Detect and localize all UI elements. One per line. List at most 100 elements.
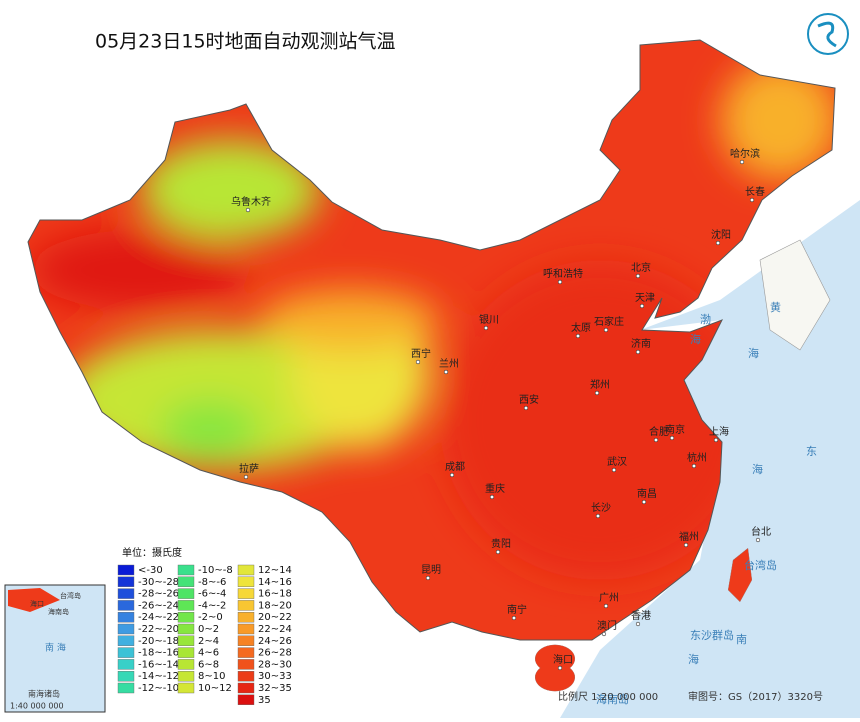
legend-swatch bbox=[177, 564, 195, 576]
sea-label: 海 bbox=[752, 462, 763, 476]
legend-label: 30~33 bbox=[258, 671, 292, 682]
inset-label: 海南岛 bbox=[48, 607, 69, 616]
legend-swatch bbox=[177, 682, 195, 694]
logo bbox=[807, 13, 849, 55]
city-label: 天津 bbox=[635, 292, 655, 304]
city-label: 合肥 bbox=[649, 425, 669, 438]
legend-swatch bbox=[177, 671, 195, 682]
legend-label: -22~-20 bbox=[138, 624, 179, 635]
city-dot bbox=[425, 575, 431, 581]
legend-label: -30~-28 bbox=[138, 577, 179, 588]
legend-swatch bbox=[117, 659, 135, 670]
legend-swatch bbox=[237, 647, 255, 658]
legend-swatch bbox=[237, 623, 255, 635]
legend-label: 24~26 bbox=[258, 636, 292, 647]
city-dot bbox=[639, 303, 645, 309]
sea-label: 东沙群岛 bbox=[690, 628, 734, 642]
inset-title: 南海诸岛 bbox=[28, 689, 60, 699]
legend-swatch bbox=[117, 682, 135, 694]
legend-label: -12~-10 bbox=[138, 683, 179, 694]
city-dot bbox=[635, 621, 641, 627]
city-label: 福州 bbox=[679, 530, 699, 543]
city-label: 郑州 bbox=[590, 378, 610, 391]
legend-swatch bbox=[117, 564, 135, 576]
city-label: 上海 bbox=[709, 425, 729, 438]
legend-label: -4~-2 bbox=[198, 600, 226, 611]
legend-label: 26~28 bbox=[258, 648, 292, 659]
legend-swatch bbox=[237, 635, 255, 646]
city-dot bbox=[489, 494, 495, 500]
city-dot bbox=[669, 435, 675, 441]
legend-swatch bbox=[177, 612, 195, 623]
legend-label: 14~16 bbox=[258, 577, 292, 588]
city-label: 台北 bbox=[751, 525, 771, 538]
sea-label: 海 bbox=[688, 652, 699, 666]
city-label: 昆明 bbox=[421, 564, 441, 576]
city-dot bbox=[713, 437, 719, 443]
city-label: 贵阳 bbox=[491, 537, 511, 550]
city-label: 重庆 bbox=[485, 482, 505, 495]
inset-label: 台湾岛 bbox=[60, 591, 81, 600]
legend-title: 单位：摄氏度 bbox=[122, 546, 182, 559]
legend-label: -14~-12 bbox=[138, 671, 179, 682]
sea-label: 台湾岛 bbox=[744, 558, 777, 572]
city-dot bbox=[443, 369, 449, 375]
city-dot bbox=[594, 390, 600, 396]
sea-label: 海 bbox=[690, 332, 701, 346]
city-dot bbox=[739, 159, 745, 165]
city-dot bbox=[523, 405, 529, 411]
legend-swatch bbox=[117, 600, 135, 611]
scale: 比例尺 1:20 000 000 bbox=[558, 690, 658, 703]
legend-label: 6~8 bbox=[198, 659, 219, 670]
legend-swatch bbox=[237, 659, 255, 670]
legend-label: -26~-24 bbox=[138, 600, 179, 611]
city-label: 杭州 bbox=[687, 451, 707, 464]
city-label: 西宁 bbox=[411, 347, 431, 360]
city-dot bbox=[243, 474, 249, 480]
legend-label: -2~0 bbox=[198, 612, 223, 623]
city-label: 乌鲁木齐 bbox=[231, 195, 271, 208]
legend-swatch bbox=[237, 671, 255, 682]
city-dot bbox=[653, 437, 659, 443]
legend-label: 2~4 bbox=[198, 636, 219, 647]
legend-swatch bbox=[177, 659, 195, 670]
korea bbox=[759, 239, 831, 351]
city-dot bbox=[245, 207, 251, 213]
inset-label: 海口 bbox=[30, 599, 44, 608]
review-number: 审图号：GS（2017）3320号 bbox=[688, 690, 823, 703]
legend-swatch bbox=[177, 623, 195, 635]
city-label: 成都 bbox=[445, 461, 465, 473]
city-dot bbox=[641, 499, 647, 505]
city-dot bbox=[683, 542, 689, 548]
legend-label: -20~-18 bbox=[138, 636, 179, 647]
title: 05月23日15时地面自动观测站气温 bbox=[95, 31, 396, 53]
legend-swatch bbox=[237, 588, 255, 599]
legend-swatch bbox=[237, 600, 255, 611]
city-label: 太原 bbox=[571, 321, 591, 334]
city-dot bbox=[449, 472, 455, 478]
legend-label: 8~10 bbox=[198, 671, 225, 682]
city-dot bbox=[611, 467, 617, 473]
sea-label: 黄 bbox=[770, 300, 781, 314]
legend-swatch bbox=[237, 612, 255, 623]
legend-swatch bbox=[237, 576, 255, 587]
city-label: 长春 bbox=[745, 186, 765, 198]
city-dot bbox=[715, 240, 721, 246]
legend-box bbox=[118, 545, 330, 713]
legend-label: 28~30 bbox=[258, 659, 292, 670]
legend-swatch bbox=[177, 600, 195, 611]
city-dot bbox=[575, 333, 581, 339]
legend-label: -10~-8 bbox=[198, 565, 233, 576]
city-dot bbox=[415, 359, 421, 365]
legend-swatch bbox=[177, 588, 195, 599]
city-dot bbox=[557, 279, 563, 285]
sea-label: 东 bbox=[806, 445, 817, 458]
legend-swatch bbox=[177, 635, 195, 646]
legend-label: -24~-22 bbox=[138, 612, 179, 623]
city-label: 武汉 bbox=[607, 455, 627, 468]
city-dot bbox=[635, 273, 641, 279]
city-label: 呼和浩特 bbox=[543, 268, 583, 280]
legend-label: 32~35 bbox=[258, 683, 292, 694]
legend-label: <-30 bbox=[138, 565, 163, 576]
